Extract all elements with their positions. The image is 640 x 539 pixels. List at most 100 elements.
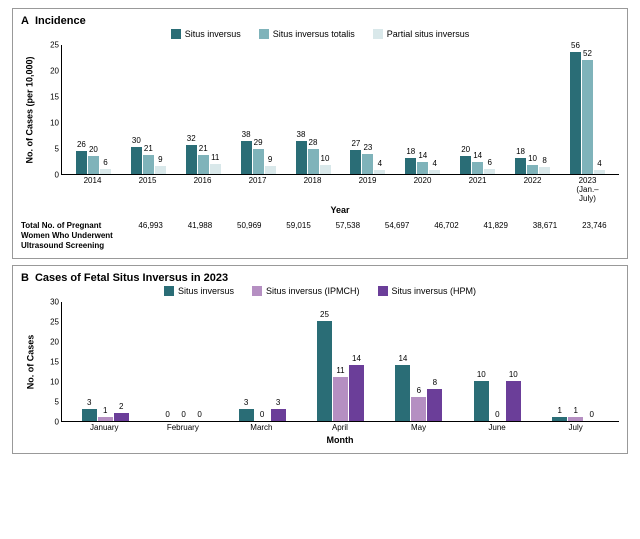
totals-value: 59,015 [286, 221, 310, 250]
bar-value-label: 23 [363, 143, 372, 152]
bar-value-label: 52 [583, 49, 592, 58]
legend-swatch [164, 286, 174, 296]
bar: 10 [506, 381, 521, 421]
legend-text: Situs inversus [178, 286, 234, 296]
bar-value-label: 26 [77, 140, 86, 149]
bar-group: 18108 [515, 158, 550, 174]
xtick: April [315, 424, 364, 433]
bar: 8 [539, 167, 550, 174]
legend-swatch [171, 29, 181, 39]
bar-value-label: 0 [495, 410, 499, 419]
legend-swatch [373, 29, 383, 39]
bar: 9 [265, 166, 276, 174]
legend-item: Situs inversus [171, 29, 241, 39]
bar-value-label: 27 [351, 139, 360, 148]
ytick: 10 [50, 378, 59, 387]
bar: 3 [82, 409, 97, 421]
bar-value-label: 9 [158, 155, 162, 164]
bar: 9 [155, 166, 166, 174]
bar-group: 20146 [460, 156, 495, 174]
bar: 3 [239, 409, 254, 421]
bar: 52 [582, 60, 593, 174]
bar-value-label: 0 [181, 410, 185, 419]
bar-group: 26206 [76, 151, 111, 174]
bar: 1 [568, 417, 583, 421]
ytick: 15 [50, 358, 59, 367]
legend-item: Situs inversus [164, 286, 234, 296]
ytick: 20 [50, 67, 59, 76]
bar-value-label: 4 [433, 159, 437, 168]
bar-group: 27234 [350, 150, 385, 174]
ytick: 15 [50, 93, 59, 102]
bar: 32 [186, 145, 197, 174]
bar: 1 [98, 417, 113, 421]
legend-item: Situs inversus (IPMCH) [252, 286, 360, 296]
bar: 6 [484, 169, 495, 174]
legend-text: Situs inversus totalis [273, 29, 355, 39]
bar-value-label: 25 [320, 310, 329, 319]
bar-value-label: 3 [276, 398, 280, 407]
bar-value-label: 56 [571, 41, 580, 50]
xtick: May [394, 424, 443, 433]
panel-a: A Incidence Situs inversusSitus inversus… [12, 8, 628, 259]
bar-group: 10010 [474, 381, 521, 421]
panel-b-label: B [21, 272, 29, 284]
bar-value-label: 10 [528, 154, 537, 163]
bar-value-label: 18 [406, 147, 415, 156]
legend-text: Situs inversus (IPMCH) [266, 286, 360, 296]
totals-value: 38,671 [533, 221, 557, 250]
panel-a-xaxis: 2014201520162017201820192020202120222023… [61, 175, 619, 203]
bar-value-label: 20 [89, 145, 98, 154]
totals-values: 46,99341,98850,96959,01557,53854,69746,7… [126, 221, 619, 250]
xtick: 2017 [239, 177, 276, 203]
bar-value-label: 18 [516, 147, 525, 156]
bar: 10 [320, 165, 331, 174]
bar-group: 312 [82, 409, 129, 421]
xtick: 2021 [459, 177, 496, 203]
bar: 20 [88, 156, 99, 174]
ytick: 10 [50, 119, 59, 128]
bar-group: 2511 14 [317, 321, 364, 421]
legend-text: Partial situs inversus [387, 29, 470, 39]
bar-value-label: 9 [268, 155, 272, 164]
ytick: 25 [50, 318, 59, 327]
bar-value-label: 38 [297, 130, 306, 139]
bar: 2 [114, 413, 129, 421]
bar: 25 [317, 321, 332, 421]
bar: 20 [460, 156, 471, 174]
bar-value-label: 3 [244, 398, 248, 407]
bar: 38 [296, 141, 307, 174]
bar: 11 [333, 377, 348, 421]
bar-value-label: 0 [260, 410, 264, 419]
bar-value-label: 38 [242, 130, 251, 139]
bar-group: 56524 [570, 52, 605, 174]
bar-value-label: 14 [418, 151, 427, 160]
bar-value-label: 1 [574, 406, 578, 415]
bar-value-label: 29 [254, 138, 263, 147]
figure: A Incidence Situs inversusSitus inversus… [0, 0, 640, 468]
bar: 38 [241, 141, 252, 174]
xtick: 2020 [404, 177, 441, 203]
bar: 18 [515, 158, 526, 174]
bar-value-label: 21 [144, 144, 153, 153]
bar-value-label: 4 [597, 159, 601, 168]
bar-value-label: 1 [103, 406, 107, 415]
xtick: 2016 [184, 177, 221, 203]
bar-group: 18144 [405, 158, 440, 174]
bar: 4 [374, 170, 385, 174]
totals-value: 41,988 [188, 221, 212, 250]
totals-value: 46,702 [434, 221, 458, 250]
xtick: 2023(Jan.–July) [569, 177, 606, 203]
bar-value-label: 14 [473, 151, 482, 160]
bar-value-label: 3 [87, 398, 91, 407]
bar-group: 382810 [296, 141, 331, 174]
bar-value-label: 10 [321, 154, 330, 163]
bar-value-label: 2 [119, 402, 123, 411]
panel-a-yaxis: 0510152025 [39, 45, 61, 175]
bar-group: 303 [239, 409, 286, 421]
bar-value-label: 6 [487, 158, 491, 167]
bar-value-label: 14 [352, 354, 361, 363]
ytick: 20 [50, 338, 59, 347]
bar: 14 [395, 365, 410, 421]
bar-group: 1468 [395, 365, 442, 421]
